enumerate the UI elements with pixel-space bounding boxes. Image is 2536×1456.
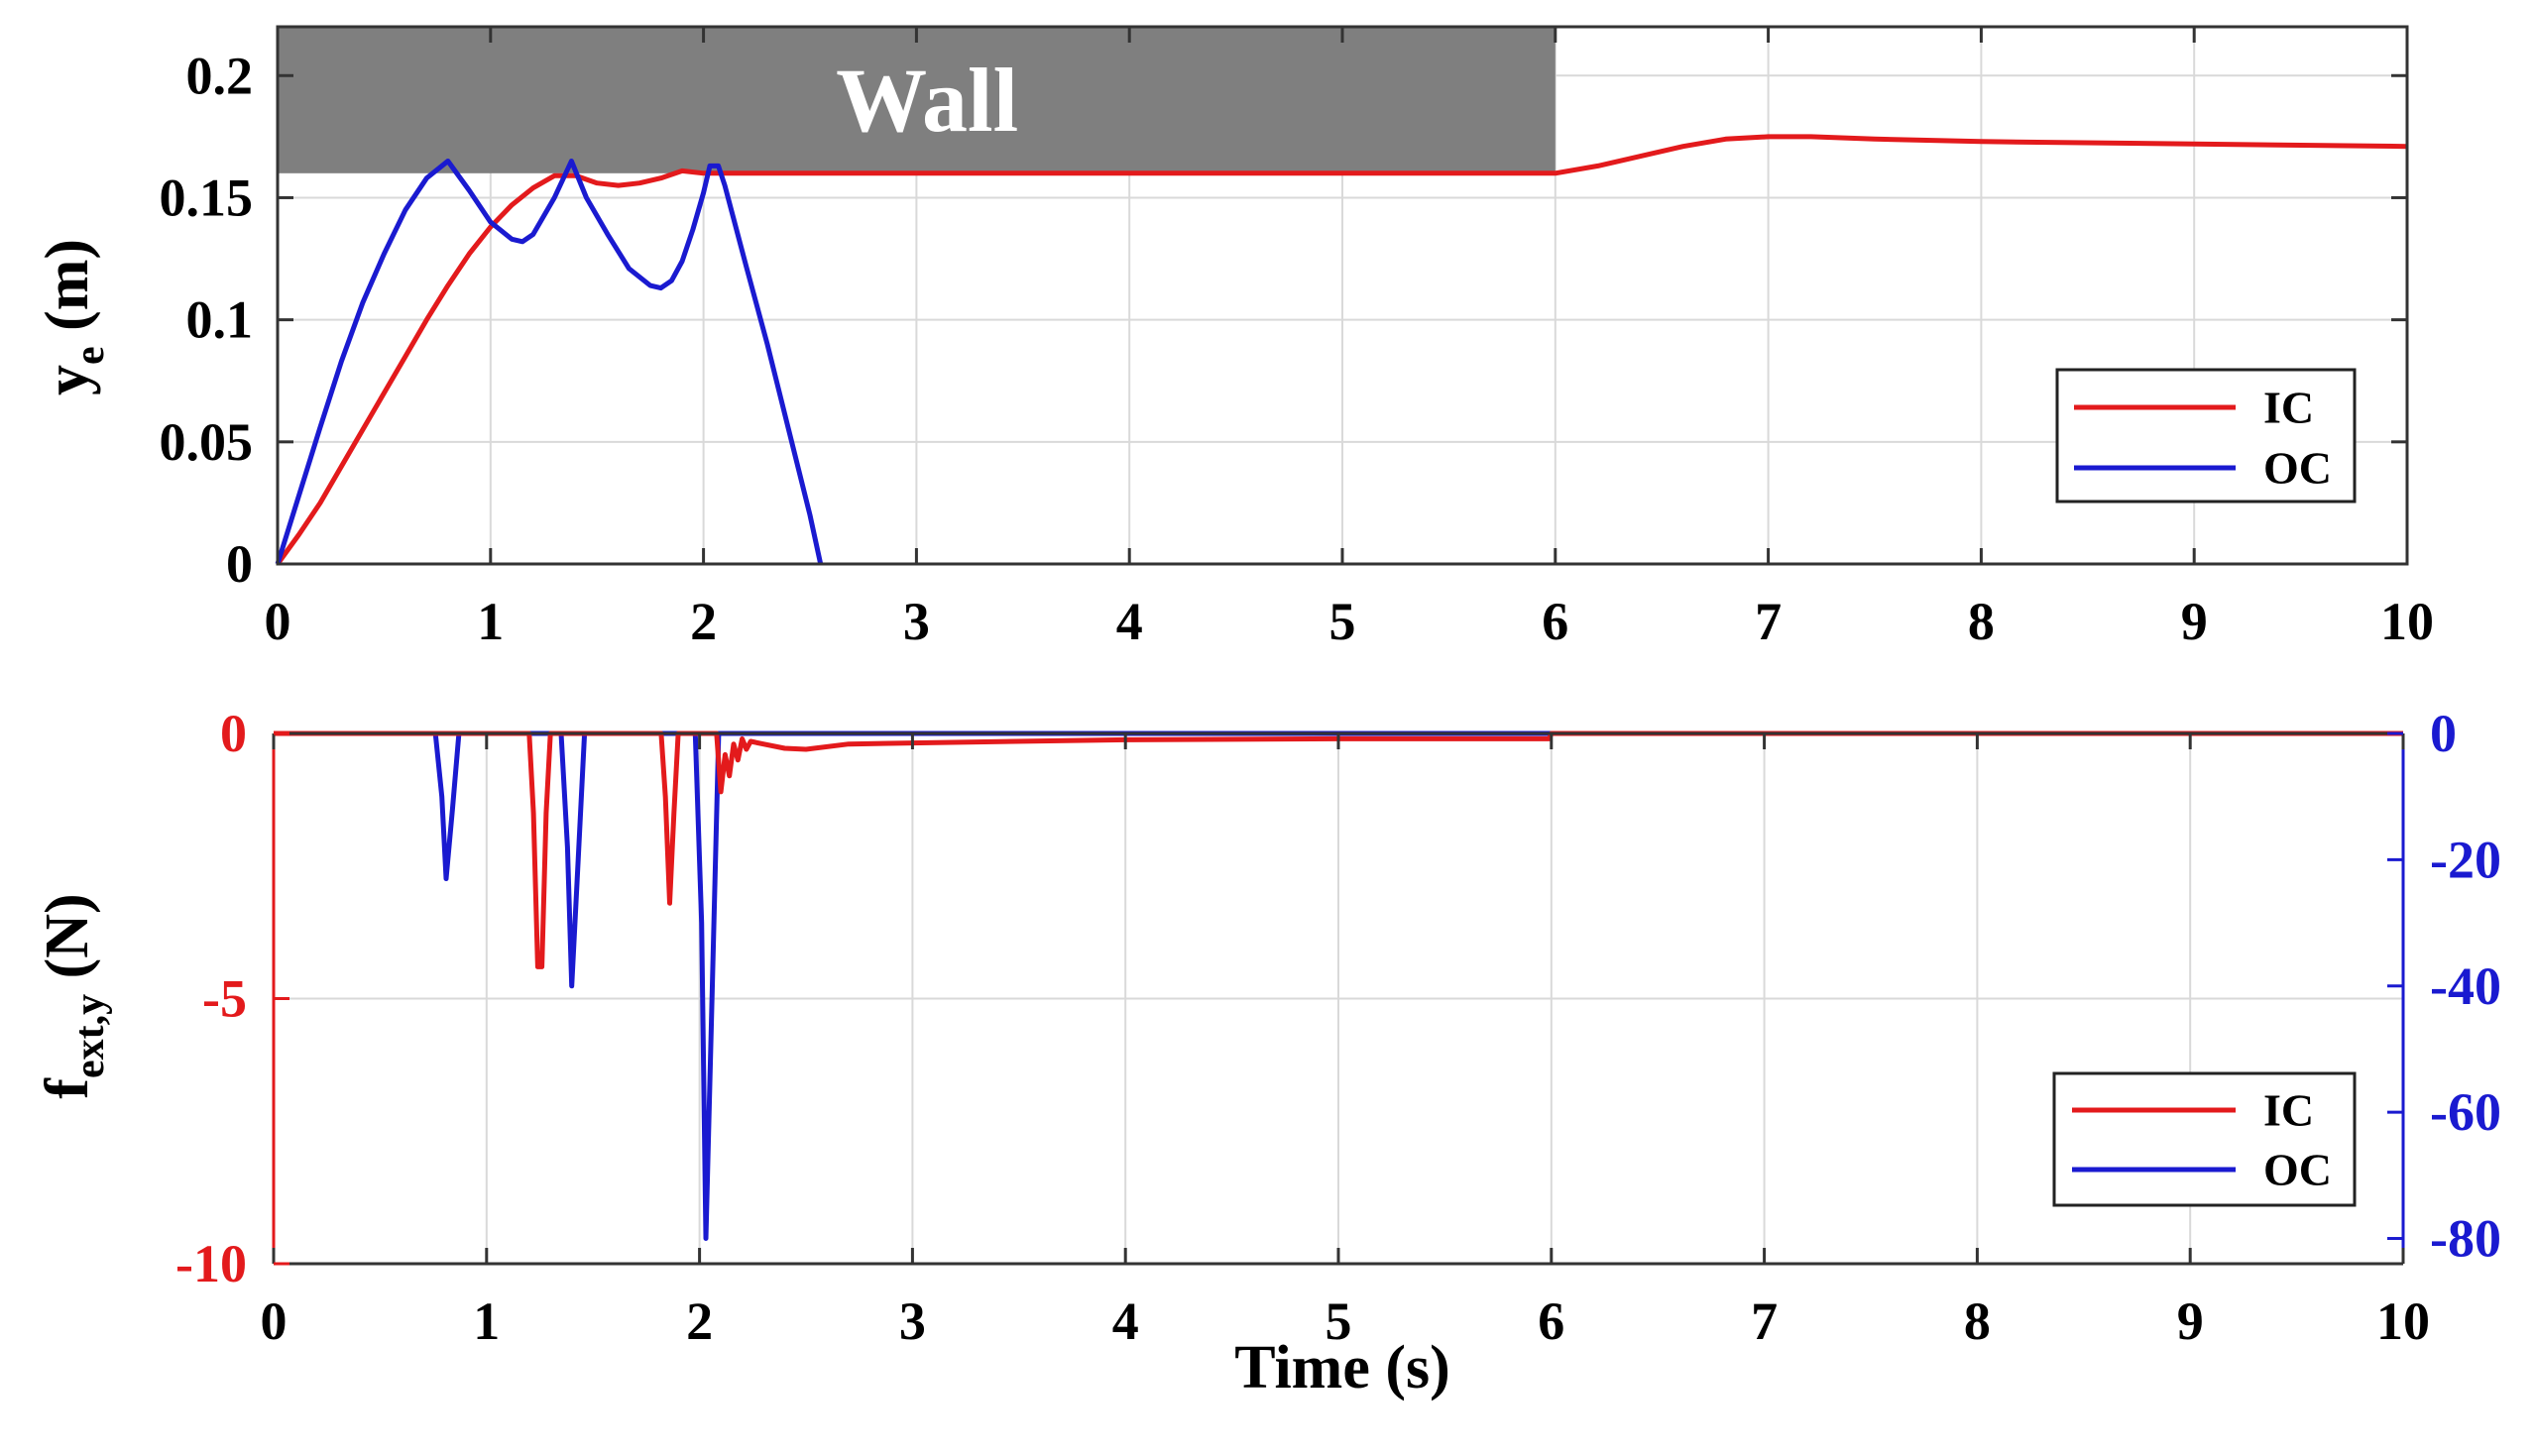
bottom-y-axis-label: fext,y (N): [34, 893, 113, 1098]
bottom-right-y-tick-label-3: -20: [2430, 830, 2501, 889]
top-series-ic-line: [275, 134, 2408, 566]
top-x-tick-label-4: 4: [1116, 592, 1143, 651]
top-tick-marks: [276, 27, 2409, 566]
top-series: [275, 134, 2408, 566]
top-x-tick-label-8: 8: [1968, 592, 1995, 651]
top-x-tick-label-6: 6: [1542, 592, 1568, 651]
bottom-right-y-tick-label-2: -40: [2430, 956, 2501, 1016]
bottom-x-tick-label-8: 8: [1964, 1291, 1991, 1351]
bottom-panel: 0 1 2 3 4 5 6 7 8 9 10 -10 -5 0 -80 -60 -40 -20 0 fext,y…: [34, 704, 2501, 1401]
top-x-tick-label-9: 9: [2181, 592, 2208, 651]
bottom-legend-oc-label: OC: [2263, 1145, 2332, 1195]
top-legend-ic-label: IC: [2263, 383, 2314, 433]
top-y-tick-label-1: 0.05: [160, 412, 254, 472]
bottom-y-axis-label-var: f: [34, 1077, 101, 1099]
top-y-tick-label-2: 0.1: [186, 290, 254, 350]
bottom-right-y-tick-label-4: 0: [2430, 704, 2457, 763]
top-x-tick-label-7: 7: [1755, 592, 1782, 651]
top-legend: IC OC: [2055, 368, 2357, 504]
bottom-left-y-tick-label-2: 0: [220, 704, 247, 763]
x-axis-label: Time (s): [1234, 1334, 1450, 1401]
top-y-axis-label: ye (m): [34, 239, 113, 395]
wall-region: Wall: [278, 27, 1556, 173]
bottom-right-y-tick-labels: -80 -60 -40 -20 0: [2430, 704, 2501, 1269]
bottom-x-tick-labels: 0 1 2 3 4 5 6 7 8 9 10: [261, 1291, 2431, 1351]
bottom-x-tick-label-2: 2: [686, 1291, 713, 1351]
top-x-tick-label-5: 5: [1329, 592, 1356, 651]
bottom-x-tick-label-1: 1: [473, 1291, 500, 1351]
top-series-oc-line: [275, 159, 824, 565]
bottom-left-y-tick-label-1: -5: [202, 969, 247, 1029]
bottom-legend-ic-label: IC: [2263, 1085, 2314, 1136]
top-x-tick-labels: 0 1 2 3 4 5 6 7 8 9 10: [265, 592, 2435, 651]
bottom-x-tick-label-7: 7: [1751, 1291, 1778, 1351]
bottom-right-y-tick-label-1: -60: [2430, 1082, 2501, 1142]
bottom-x-tick-label-3: 3: [899, 1291, 926, 1351]
top-x-tick-label-2: 2: [690, 592, 717, 651]
bottom-y-axis-label-space: [34, 978, 101, 994]
top-panel: Wall 0 1 2 3 4 5 6 7 8 9 10 0 0.05 0.1 0.15 0.2 ye (m)…: [34, 25, 2435, 651]
top-y-tick-label-4: 0.2: [186, 46, 254, 105]
top-y-tick-label-0: 0: [226, 534, 253, 594]
bottom-y-axis-label-unit: (N): [34, 893, 101, 978]
top-legend-box: [2055, 368, 2357, 504]
bottom-x-tick-label-9: 9: [2177, 1291, 2204, 1351]
wall-label: Wall: [836, 50, 1018, 151]
bottom-left-y-tick-label-0: -10: [175, 1234, 247, 1293]
top-x-tick-label-1: 1: [477, 592, 504, 651]
top-y-tick-label-3: 0.15: [160, 168, 254, 227]
bottom-x-tick-label-4: 4: [1112, 1291, 1139, 1351]
bottom-x-tick-label-5: 5: [1326, 1291, 1352, 1351]
bottom-legend: IC OC: [2052, 1071, 2357, 1207]
top-y-axis-label-var: y: [34, 365, 101, 395]
top-x-tick-label-10: 10: [2380, 592, 2434, 651]
top-y-axis-label-space: [34, 331, 101, 347]
bottom-x-tick-label-6: 6: [1538, 1291, 1564, 1351]
bottom-x-tick-label-10: 10: [2376, 1291, 2430, 1351]
bottom-legend-box: [2052, 1071, 2357, 1207]
wall-rect: [278, 27, 1556, 173]
top-x-tick-label-0: 0: [265, 592, 291, 651]
top-y-axis-label-subscript: e: [67, 346, 113, 365]
bottom-series-oc-line: [274, 730, 2403, 1241]
top-y-axis-label-unit: (m): [34, 239, 101, 331]
top-y-tick-labels: 0 0.05 0.1 0.15 0.2: [160, 46, 254, 594]
bottom-y-axis-label-subscript: ext,y: [67, 994, 113, 1078]
top-x-tick-label-3: 3: [903, 592, 930, 651]
top-legend-oc-label: OC: [2263, 443, 2332, 494]
bottom-x-tick-label-0: 0: [261, 1291, 288, 1351]
bottom-right-y-tick-label-0: -80: [2430, 1209, 2501, 1269]
bottom-left-y-tick-labels: -10 -5 0: [175, 704, 247, 1293]
bottom-tick-marks: [272, 731, 2405, 1266]
